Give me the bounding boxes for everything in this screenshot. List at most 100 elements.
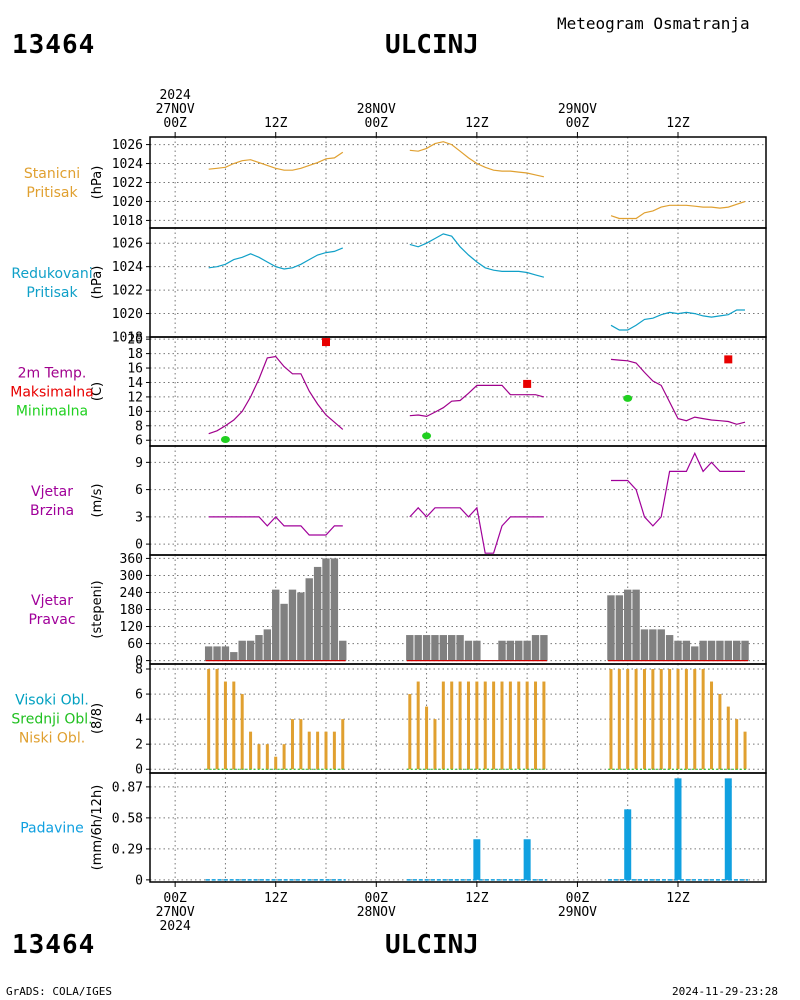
time-label: 12Z xyxy=(264,891,288,906)
cloud-bar xyxy=(425,706,429,770)
product-title: Meteogram Osmatranja xyxy=(557,14,750,33)
panel-label: Redukovani xyxy=(11,266,92,282)
time-label: 00Z xyxy=(566,116,590,131)
time-label: 27NOV xyxy=(156,905,195,920)
time-label: 00Z xyxy=(566,891,590,906)
station-id-top: 13464 xyxy=(12,30,96,60)
wind-dir-bar xyxy=(448,635,456,661)
time-label: 2024 xyxy=(159,88,190,103)
time-label: 28NOV xyxy=(357,905,396,920)
cloud-bar xyxy=(324,731,328,770)
time-label: 00Z xyxy=(163,116,187,131)
y-tick-label: 0.87 xyxy=(112,780,143,795)
y-tick-label: 1022 xyxy=(112,284,143,299)
y-tick-label: 6 xyxy=(135,434,143,449)
panel-frame xyxy=(149,136,767,229)
y-tick-label: 360 xyxy=(120,552,143,567)
cloud-bar xyxy=(701,669,705,770)
y-tick-label: 0 xyxy=(135,873,143,888)
y-tick-label: 60 xyxy=(127,637,143,652)
wind-dir-bar xyxy=(724,640,732,661)
wind-dir-bar xyxy=(431,635,439,661)
cloud-bar xyxy=(257,744,261,770)
y-tick-label: 1018 xyxy=(112,214,143,229)
cloud-bar xyxy=(651,669,655,770)
cloud-bar xyxy=(408,694,412,770)
cloud-bar xyxy=(735,719,739,770)
wind-dir-bar xyxy=(204,646,213,661)
y-axis-label: (hPa) xyxy=(90,266,105,300)
wind-dir-bar xyxy=(624,589,632,661)
cloud-bar xyxy=(517,681,521,770)
cloud-bar xyxy=(299,719,303,770)
cloud-bar xyxy=(332,731,336,770)
time-label: 12Z xyxy=(465,116,489,131)
cloud-bar xyxy=(525,681,529,770)
wind-dir-bar xyxy=(464,640,473,661)
cloud-bar xyxy=(626,669,630,770)
panel-label: Srednji Obl. xyxy=(11,712,92,728)
y-tick-label: 1022 xyxy=(112,176,143,191)
panel-label: Pritisak xyxy=(26,185,78,201)
y-tick-label: 10 xyxy=(127,405,143,420)
y-axis-label: (stepeni) xyxy=(90,580,105,638)
y-tick-label: 20 xyxy=(127,333,143,348)
wind-dir-bar xyxy=(322,558,330,661)
series-line xyxy=(610,309,745,331)
panel-label: Visoki Obl. xyxy=(15,693,89,709)
panel-label: Minimalna xyxy=(16,404,88,420)
y-tick-label: 0.58 xyxy=(112,811,143,826)
y-axis-label: (8/8) xyxy=(90,703,105,734)
cloud-bar xyxy=(433,719,437,770)
wind-dir-bar xyxy=(632,589,640,661)
wind-dir-bar xyxy=(263,629,272,661)
cloud-bar xyxy=(265,744,269,770)
cloud-bar xyxy=(726,706,730,770)
precip-bar xyxy=(523,839,531,880)
cloud-bar xyxy=(693,669,697,770)
tmax-point xyxy=(724,355,733,364)
panel-station_pressure: 1018 1020 1022 1024 1026 (hPa) Stanicni Pritisa… xyxy=(24,136,767,229)
wind-dir-bar xyxy=(339,640,347,661)
wind-dir-bar xyxy=(699,640,707,661)
panel-reduced_pressure: 1018 1020 1022 1024 1026 (hPa)Redukovani Priti… xyxy=(11,227,767,346)
wind-dir-bar xyxy=(665,635,674,661)
wind-dir-bar xyxy=(707,640,716,661)
cloud-bar xyxy=(282,744,286,770)
panel-wind_direction: 0 60 120 180 240 300 360 (stepeni) Vjetar Pravac xyxy=(28,552,767,669)
cloud-bar xyxy=(609,669,613,770)
y-tick-label: 1020 xyxy=(112,195,143,210)
panel-wind_speed: 0 3 6 9 (m/s) Vjetar Brzina xyxy=(30,445,767,556)
time-label: 12Z xyxy=(666,116,690,131)
series-line xyxy=(409,384,545,418)
y-tick-label: 120 xyxy=(120,620,143,635)
time-label: 00Z xyxy=(365,116,389,131)
wind-dir-bar xyxy=(732,640,741,661)
time-label: 2024 xyxy=(159,919,190,934)
wind-dir-bar xyxy=(640,629,649,661)
cloud-bar xyxy=(450,681,454,770)
cloud-bar xyxy=(274,756,278,770)
cloud-bar xyxy=(232,681,236,770)
time-label: 27NOV xyxy=(156,102,195,117)
time-label: 12Z xyxy=(666,891,690,906)
y-tick-label: 8 xyxy=(135,663,143,678)
panel-label: Stanicni xyxy=(24,166,80,182)
tmin-point xyxy=(422,432,432,440)
wind-dir-bar xyxy=(414,635,422,661)
series-line xyxy=(208,247,344,270)
wind-dir-bar xyxy=(515,640,523,661)
y-tick-label: 3 xyxy=(135,510,143,525)
cloud-bar xyxy=(710,681,714,770)
tmax-point xyxy=(322,338,330,347)
panel-clouds: 0 2 4 6 8 (8/8)Visoki Obl. Srednji Obl. Niski O… xyxy=(11,663,767,778)
cloud-bar xyxy=(542,681,546,770)
cloud-bar xyxy=(500,681,504,770)
y-axis-label: (hPa) xyxy=(90,166,105,200)
wind-dir-bar xyxy=(674,640,682,661)
cloud-bar xyxy=(466,681,470,770)
panel-label: Niski Obl. xyxy=(19,731,85,747)
